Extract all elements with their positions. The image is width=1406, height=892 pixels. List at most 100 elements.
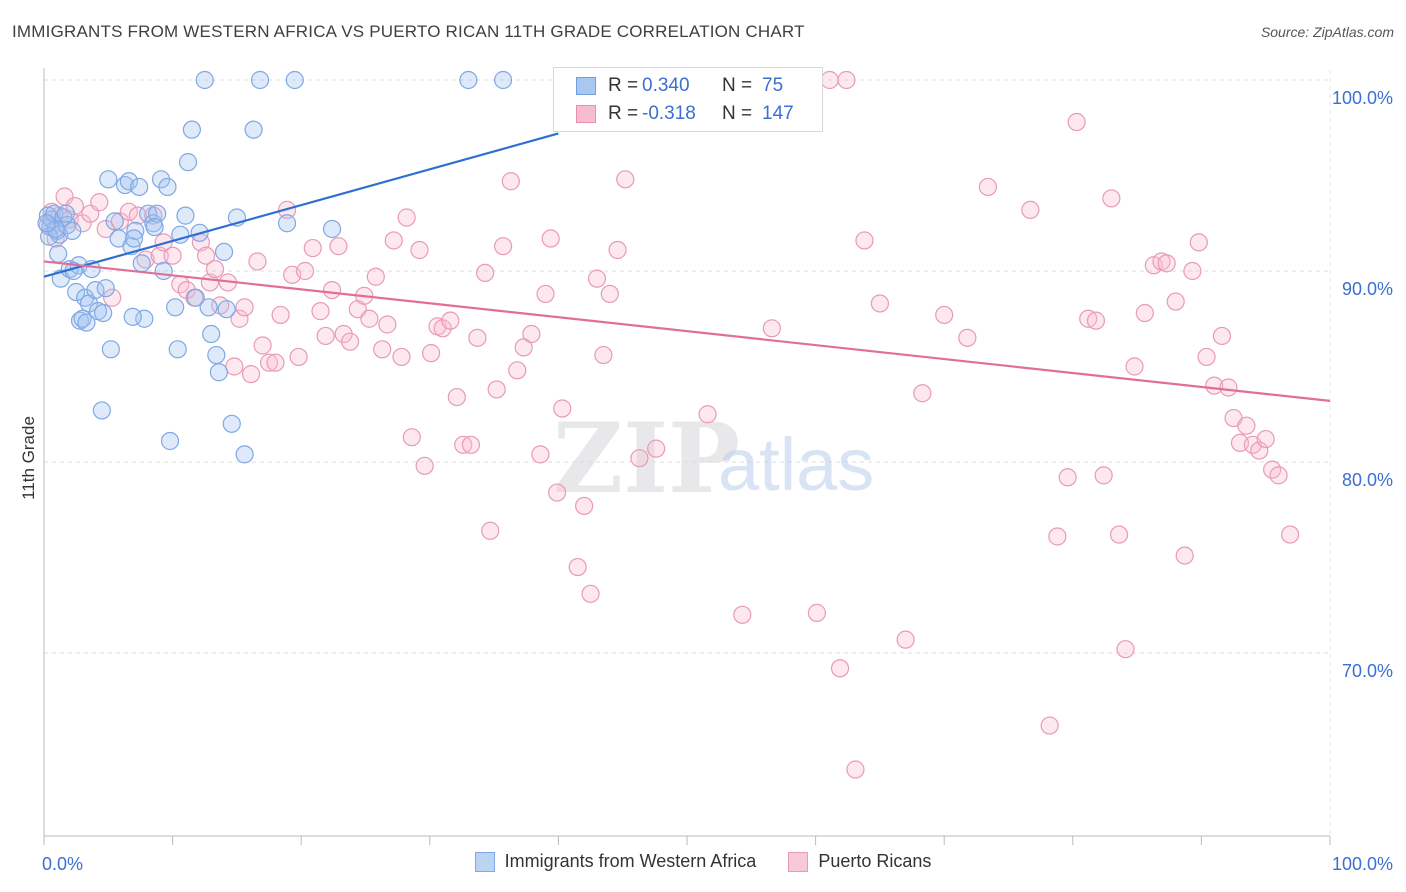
series-label-puerto-ricans: Puerto Ricans — [818, 851, 932, 871]
data-point-puerto-ricans — [235, 298, 254, 317]
data-point-puerto-ricans — [830, 659, 850, 678]
data-point-puerto-ricans — [311, 302, 330, 321]
data-point-puerto-ricans — [1040, 716, 1059, 735]
data-point-immigrants-from-western-africa — [126, 221, 145, 240]
data-point-immigrants-from-western-africa — [209, 363, 228, 382]
x-tick-label-min: 0.0% — [42, 854, 83, 874]
data-point-immigrants-from-western-africa — [217, 300, 236, 319]
data-point-immigrants-from-western-africa — [182, 120, 201, 139]
data-point-puerto-ricans — [1021, 200, 1040, 219]
data-point-puerto-ricans — [522, 324, 541, 344]
data-point-immigrants-from-western-africa — [222, 414, 241, 433]
data-point-puerto-ricans — [163, 246, 182, 265]
data-point-puerto-ricans — [225, 357, 244, 376]
data-point-puerto-ricans — [475, 263, 495, 283]
data-point-puerto-ricans — [454, 435, 473, 454]
data-point-immigrants-from-western-africa — [154, 261, 173, 281]
data-point-immigrants-from-western-africa — [186, 288, 205, 307]
data-point-puerto-ricans — [508, 361, 527, 380]
y-tick-label: 100.0% — [1332, 88, 1393, 108]
data-point-immigrants-from-western-africa — [94, 303, 113, 323]
axes — [43, 68, 1331, 845]
trend-line-immigrants-from-western-africa — [43, 132, 559, 278]
data-point-puerto-ricans — [1058, 468, 1077, 487]
data-point-puerto-ricans — [384, 231, 403, 250]
data-point-puerto-ricans — [1094, 466, 1113, 485]
data-point-puerto-ricans — [1048, 527, 1067, 546]
data-point-puerto-ricans — [1135, 303, 1154, 323]
data-point-immigrants-from-western-africa — [63, 221, 82, 240]
data-point-immigrants-from-western-africa — [202, 324, 221, 344]
data-point-immigrants-from-western-africa — [67, 282, 86, 302]
data-point-puerto-ricans — [253, 336, 272, 355]
data-point-puerto-ricans — [733, 605, 752, 624]
data-point-puerto-ricans — [316, 326, 335, 346]
data-point-puerto-ricans — [600, 284, 619, 304]
data-points — [37, 70, 1300, 779]
legend-row-western-africa: R = 0.340 N = 75 — [576, 72, 783, 100]
data-point-puerto-ricans — [447, 387, 466, 407]
data-point-puerto-ricans — [820, 70, 839, 90]
data-point-puerto-ricans — [1183, 261, 1202, 281]
data-point-puerto-ricans — [896, 630, 915, 649]
data-point-immigrants-from-western-africa — [101, 340, 120, 359]
trend-lines — [43, 132, 1331, 402]
data-point-puerto-ricans — [103, 288, 122, 307]
data-point-puerto-ricans — [935, 305, 954, 325]
watermark-zip: ZIP — [553, 402, 740, 515]
data-point-puerto-ricans — [698, 405, 717, 424]
data-point-immigrants-from-western-africa — [77, 313, 96, 332]
data-point-puerto-ricans — [397, 208, 416, 227]
data-point-puerto-ricans — [90, 193, 109, 212]
data-point-puerto-ricans — [594, 345, 613, 365]
data-point-puerto-ricans — [630, 449, 649, 468]
legend-n-value: 147 — [762, 103, 794, 124]
data-point-puerto-ricans — [1175, 546, 1194, 565]
data-point-puerto-ricans — [1125, 357, 1144, 376]
data-point-immigrants-from-western-africa — [148, 204, 167, 223]
data-point-puerto-ricans — [1102, 189, 1121, 208]
data-point-puerto-ricans — [289, 347, 308, 367]
x-tick-label-max: 100.0% — [1332, 854, 1393, 874]
data-point-puerto-ricans — [913, 384, 932, 403]
data-point-immigrants-from-western-africa — [277, 214, 297, 233]
data-point-puerto-ricans — [870, 294, 890, 313]
data-point-puerto-ricans — [762, 319, 781, 338]
data-point-puerto-ricans — [119, 202, 138, 221]
data-point-puerto-ricans — [541, 229, 560, 248]
legend-r-value: 0.340 — [642, 75, 690, 96]
data-point-immigrants-from-western-africa — [158, 177, 177, 197]
series-legend-puerto-ricans[interactable]: Puerto Ricans — [788, 851, 931, 872]
data-point-puerto-ricans — [487, 380, 506, 399]
legend-r-label: R = — [608, 103, 639, 124]
data-point-puerto-ricans — [855, 231, 874, 250]
data-point-immigrants-from-western-africa — [40, 227, 59, 246]
data-point-puerto-ricans — [266, 353, 285, 372]
watermark-atlas: atlas — [718, 423, 874, 506]
data-point-immigrants-from-western-africa — [494, 70, 513, 90]
data-point-immigrants-from-western-africa — [166, 298, 185, 317]
data-point-puerto-ricans — [1197, 347, 1216, 367]
data-point-puerto-ricans — [421, 344, 441, 363]
data-point-puerto-ricans — [1189, 233, 1208, 252]
data-point-puerto-ricans — [373, 340, 392, 359]
data-point-puerto-ricans — [230, 309, 249, 328]
data-point-puerto-ricans — [1256, 429, 1275, 449]
series-legend-western-africa[interactable]: Immigrants from Western Africa — [474, 851, 756, 872]
y-tick-label: 90.0% — [1342, 279, 1393, 299]
data-point-puerto-ricans — [846, 760, 865, 779]
data-point-puerto-ricans — [303, 238, 322, 258]
data-point-puerto-ricans — [1237, 416, 1256, 435]
data-point-puerto-ricans — [1250, 441, 1269, 460]
data-point-puerto-ricans — [360, 309, 379, 328]
data-point-puerto-ricans — [1109, 525, 1129, 544]
data-point-puerto-ricans — [1269, 466, 1288, 485]
data-point-puerto-ricans — [248, 252, 267, 271]
data-point-immigrants-from-western-africa — [119, 172, 138, 191]
data-point-immigrants-from-western-africa — [285, 70, 304, 90]
data-point-immigrants-from-western-africa — [123, 307, 142, 326]
trend-line-puerto-ricans — [43, 260, 1331, 402]
data-point-puerto-ricans — [587, 269, 607, 288]
y-tick-label: 70.0% — [1342, 661, 1393, 681]
